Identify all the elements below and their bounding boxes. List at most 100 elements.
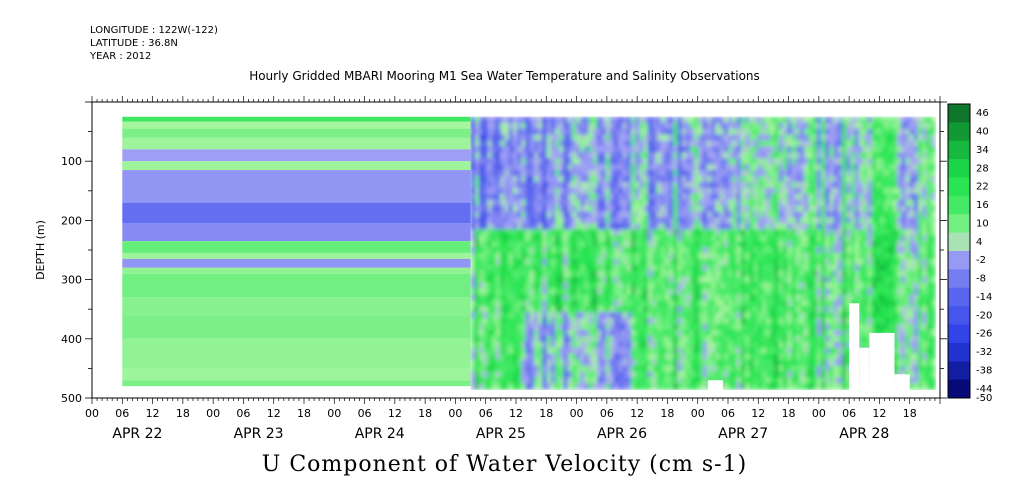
heatmap-cell — [626, 217, 632, 224]
heatmap-cell — [922, 193, 928, 201]
heatmap-cell — [533, 122, 539, 130]
heatmap-cell — [820, 312, 826, 319]
heatmap-cell — [533, 158, 539, 165]
heatmap-cell — [500, 181, 505, 189]
heatmap-cell — [774, 353, 780, 361]
heatmap-cell — [833, 229, 839, 236]
heatmap-cell — [639, 300, 645, 307]
heatmap-cell — [601, 152, 607, 159]
heatmap-cell — [597, 324, 603, 331]
heatmap-cell — [896, 258, 902, 266]
heatmap-cell — [842, 176, 847, 183]
heatmap-cell — [576, 122, 581, 130]
heatmap-cell — [791, 235, 797, 242]
heatmap-cell — [816, 164, 822, 171]
heatmap-cell — [782, 116, 788, 124]
heatmap-cell — [884, 217, 890, 224]
heatmap-cell — [555, 140, 560, 147]
heatmap-cell — [474, 252, 480, 260]
heatmap-cell — [778, 294, 784, 301]
heatmap-cell — [782, 211, 788, 219]
heatmap-cell — [635, 199, 641, 207]
heatmap-cell — [622, 193, 628, 201]
heatmap-cell — [470, 193, 476, 201]
heatmap-cell — [677, 152, 683, 159]
heatmap-cell — [829, 264, 835, 272]
heatmap-cell — [660, 335, 666, 343]
heatmap-cell — [719, 270, 725, 278]
heatmap-cell — [529, 205, 535, 213]
heatmap-cell — [816, 170, 822, 177]
heatmap-cell — [740, 122, 746, 130]
heatmap-cell — [500, 318, 505, 325]
heatmap-cell — [842, 353, 847, 361]
heatmap-cell — [833, 252, 839, 260]
heatmap-cell — [639, 217, 645, 224]
heatmap-cell — [500, 241, 505, 248]
heatmap-cell — [664, 122, 670, 130]
heatmap-cell — [884, 187, 890, 195]
heatmap-cell — [799, 353, 805, 361]
heatmap-cell — [816, 152, 822, 159]
heatmap-cell — [618, 199, 624, 207]
heatmap-cell — [795, 140, 801, 147]
heatmap-cell — [504, 329, 510, 337]
heatmap-cell — [559, 383, 565, 390]
heatmap-cell — [525, 176, 531, 183]
heatmap-cell — [698, 270, 704, 278]
heatmap-cell — [799, 205, 805, 213]
heatmap-cell — [563, 152, 569, 159]
heatmap-cell — [842, 294, 847, 301]
heatmap-cell — [761, 264, 767, 272]
heatmap-cell — [854, 181, 860, 189]
heatmap-cell — [820, 300, 826, 307]
heatmap-cell — [842, 276, 847, 284]
heatmap-cell — [820, 223, 826, 230]
heatmap-cell — [555, 164, 560, 171]
heatmap-cell — [643, 270, 649, 278]
heatmap-cell — [614, 247, 619, 254]
heatmap-cell — [804, 158, 809, 165]
heatmap-cell — [685, 116, 691, 124]
heatmap-cell — [508, 247, 514, 254]
heatmap-cell — [749, 329, 755, 337]
heatmap-cell — [694, 205, 700, 213]
heatmap-cell — [884, 122, 890, 130]
heatmap-cell — [521, 241, 527, 248]
heatmap-cell — [681, 288, 687, 295]
heatmap-cell — [479, 247, 484, 254]
heatmap-cell — [871, 252, 877, 260]
heatmap-cell — [749, 187, 755, 195]
heatmap-cell — [656, 318, 662, 325]
heatmap-cell — [538, 211, 543, 219]
heatmap-cell — [749, 140, 755, 147]
heatmap-cell — [812, 128, 818, 136]
heatmap-cell — [698, 217, 704, 224]
heatmap-cell — [652, 223, 657, 230]
heatmap-cell — [812, 264, 818, 272]
heatmap-cell — [491, 211, 497, 219]
heatmap-cell — [639, 158, 645, 165]
heatmap-cell — [652, 324, 657, 331]
heatmap-cell — [576, 359, 581, 367]
heatmap-cell — [816, 341, 822, 349]
heatmap-cell — [685, 282, 691, 290]
heatmap-cell — [664, 377, 670, 384]
heatmap-cell — [896, 223, 902, 230]
heatmap-cell — [854, 122, 860, 130]
heatmap-cell — [833, 324, 839, 331]
heatmap-cell — [702, 199, 708, 207]
heatmap-cell — [630, 365, 636, 372]
heatmap-cell — [491, 229, 497, 236]
heatmap-cell — [753, 181, 759, 189]
heatmap-cell — [778, 324, 784, 331]
heatmap-cell — [808, 252, 814, 260]
heatmap-cell — [664, 252, 670, 260]
heatmap-cell — [918, 264, 923, 272]
heatmap-cell — [858, 199, 864, 207]
heatmap-cell — [744, 205, 750, 213]
heatmap-cell — [850, 235, 856, 242]
heatmap-cell — [740, 324, 746, 331]
heatmap-cell — [592, 116, 598, 124]
heatmap-cell — [576, 294, 581, 301]
